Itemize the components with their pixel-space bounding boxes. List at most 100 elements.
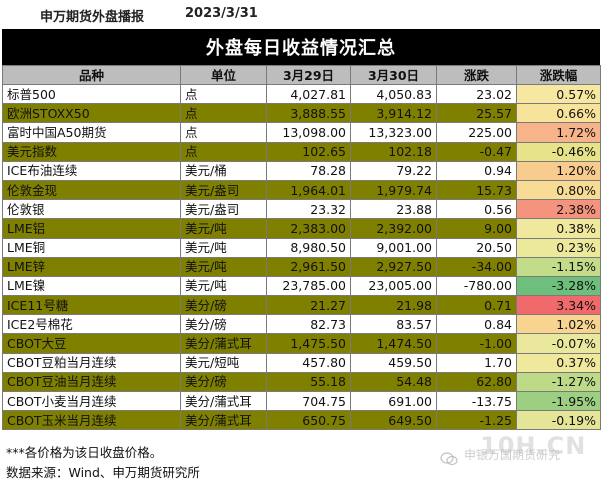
commodity-name: LME锌 (2, 256, 181, 277)
change-pct-cell: 0.38% (516, 218, 601, 239)
table-row: ICE11号糖 美分/磅 21.27 21.98 0.71 3.34% (2, 295, 601, 316)
data-source: 数据来源：Wind、申万期货研究所 (6, 465, 200, 480)
table-row: LME锌 美元/吨 2,961.50 2,927.50 -34.00 -1.15% (2, 256, 601, 277)
table-row: 伦敦银 美元/盎司 23.32 23.88 0.56 2.38% (2, 199, 601, 220)
report-date: 2023/3/31 (185, 6, 258, 21)
unit-cell: 美分/磅 (180, 314, 267, 335)
unit-cell: 美元/桶 (180, 160, 267, 181)
price-day1-cell: 2,961.50 (266, 256, 351, 277)
price-day1-cell: 102.65 (266, 141, 351, 162)
unit-cell: 点 (180, 83, 267, 105)
price-day2-cell: 2,392.00 (350, 218, 437, 239)
change-pct-cell: 1.72% (516, 122, 601, 143)
change-cell: 62.80 (436, 371, 517, 393)
commodity-name: CBOT豆粕当月连续 (2, 352, 181, 373)
change-pct-cell: -1.95% (516, 390, 601, 412)
change-cell: -780.00 (436, 275, 517, 297)
col-header-change: 涨跌 (436, 65, 517, 85)
commodity-name: 伦敦银 (2, 199, 181, 220)
price-day2-cell: 102.18 (350, 141, 437, 162)
table-row: ICE2号棉花 美分/磅 82.73 83.57 0.84 1.02% (2, 314, 601, 335)
col-header-date2: 3月30日 (350, 65, 437, 85)
change-cell: 23.02 (436, 83, 517, 105)
change-pct-cell: 0.66% (516, 103, 601, 124)
table-body: 标普500 点 4,027.81 4,050.83 23.02 0.57% 欧洲STOXX5… (2, 83, 601, 431)
commodity-name: 标普500 (2, 83, 181, 105)
price-day1-cell: 23.32 (266, 199, 351, 220)
unit-cell: 美元/吨 (180, 218, 267, 239)
change-cell: 25.57 (436, 103, 517, 124)
unit-cell: 美元/盎司 (180, 179, 267, 201)
price-day1-cell: 1,964.01 (266, 179, 351, 201)
table-row: 美元指数点 102.65 102.18 -0.47 -0.46% (2, 141, 601, 162)
table-row: CBOT豆粕当月连续 美元/短吨 457.80 459.50 1.70 0.37% (2, 352, 601, 373)
table-row: 标普500 点 4,027.81 4,050.83 23.02 0.57% (2, 83, 601, 105)
table-row: CBOT小麦当月连续 美分/蒲式耳 704.75 691.00 -13.75 -1.95% (2, 390, 601, 412)
price-day2-cell: 9,001.00 (350, 237, 437, 258)
table-row: CBOT大豆 美分/蒲式耳 1,475.50 1,474.50 -1.00 -0.07% (2, 333, 601, 354)
change-pct-cell: -0.19% (516, 410, 601, 431)
price-day1-cell: 13,098.00 (266, 122, 351, 143)
change-pct-cell: 0.57% (516, 83, 601, 105)
unit-cell: 美分/磅 (180, 295, 267, 316)
price-day1-cell: 8,980.50 (266, 237, 351, 258)
price-day2-cell: 54.48 (350, 371, 437, 393)
change-pct-cell: -1.15% (516, 256, 601, 277)
price-day2-cell: 23,005.00 (350, 275, 437, 297)
table-header-row: 品种 单位 3月29日 3月30日 涨跌 涨跌幅 (2, 65, 601, 85)
page-title: 外盘每日收益情况汇总 (2, 29, 600, 65)
change-cell: -1.00 (436, 333, 517, 354)
col-header-date1: 3月29日 (266, 65, 351, 85)
commodity-name: 富时中国A50期货 (2, 122, 181, 143)
commodity-name: CBOT玉米当月连续 (2, 410, 181, 431)
table-row: 伦敦金现 美元/盎司 1,964.01 1,979.74 15.73 0.80% (2, 179, 601, 201)
table-row: LME铜 美元/吨 8,980.50 9,001.00 20.50 0.23% (2, 237, 601, 258)
unit-cell: 美分/磅 (180, 371, 267, 393)
price-day2-cell: 1,474.50 (350, 333, 437, 354)
commodity-name: ICE布油连续 (2, 160, 181, 181)
price-day2-cell: 2,927.50 (350, 256, 437, 277)
price-day2-cell: 649.50 (350, 410, 437, 431)
col-header-name: 品种 (2, 65, 181, 85)
unit-cell: 美元/吨 (180, 256, 267, 277)
commodity-name: 美元指数 (2, 141, 181, 162)
price-day1-cell: 704.75 (266, 390, 351, 412)
change-pct-cell: 0.23% (516, 237, 601, 258)
table-row: CBOT豆油当月连续 美分/磅 55.18 54.48 62.80 -1.27% (2, 371, 601, 393)
unit-cell: 点 (180, 103, 267, 124)
change-pct-cell: -0.46% (516, 141, 601, 162)
change-cell: -13.75 (436, 390, 517, 412)
price-day1-cell: 2,383.00 (266, 218, 351, 239)
change-pct-cell: -1.27% (516, 371, 601, 393)
unit-cell: 美分/蒲式耳 (180, 410, 267, 431)
price-day2-cell: 79.22 (350, 160, 437, 181)
price-day2-cell: 83.57 (350, 314, 437, 335)
price-day2-cell: 13,323.00 (350, 122, 437, 143)
unit-cell: 美元/盎司 (180, 199, 267, 220)
table-row: LME镍 美元/吨 23,785.00 23,005.00 -780.00 -3.28% (2, 275, 601, 297)
price-day2-cell: 4,050.83 (350, 83, 437, 105)
table-row: 富时中国A50期货点 13,098.00 13,323.00 225.00 1.72% (2, 122, 601, 143)
change-pct-cell: 1.20% (516, 160, 601, 181)
watermark-subtext: 申银万国期货研究 (464, 448, 561, 462)
unit-cell: 点 (180, 122, 267, 143)
change-cell: 20.50 (436, 237, 517, 258)
change-cell: -1.25 (436, 410, 517, 431)
unit-cell: 点 (180, 141, 267, 162)
change-cell: 15.73 (436, 179, 517, 201)
price-day1-cell: 55.18 (266, 371, 351, 393)
price-day2-cell: 691.00 (350, 390, 437, 412)
watermark: 10H.CN 申银万国期货研究 (440, 432, 600, 480)
price-day2-cell: 21.98 (350, 295, 437, 316)
wechat-icon (440, 452, 458, 466)
unit-cell: 美元/吨 (180, 237, 267, 258)
table-row: LME铝 美元/吨 2,383.00 2,392.00 9.00 0.38% (2, 218, 601, 239)
summary-table: 品种 单位 3月29日 3月30日 涨跌 涨跌幅 标普500 点 4,027.81 4… (2, 65, 601, 431)
change-cell: -34.00 (436, 256, 517, 277)
price-day1-cell: 3,888.55 (266, 103, 351, 124)
price-day2-cell: 459.50 (350, 352, 437, 373)
price-day2-cell: 23.88 (350, 199, 437, 220)
price-day2-cell: 1,979.74 (350, 179, 437, 201)
col-header-pct: 涨跌幅 (516, 65, 601, 85)
